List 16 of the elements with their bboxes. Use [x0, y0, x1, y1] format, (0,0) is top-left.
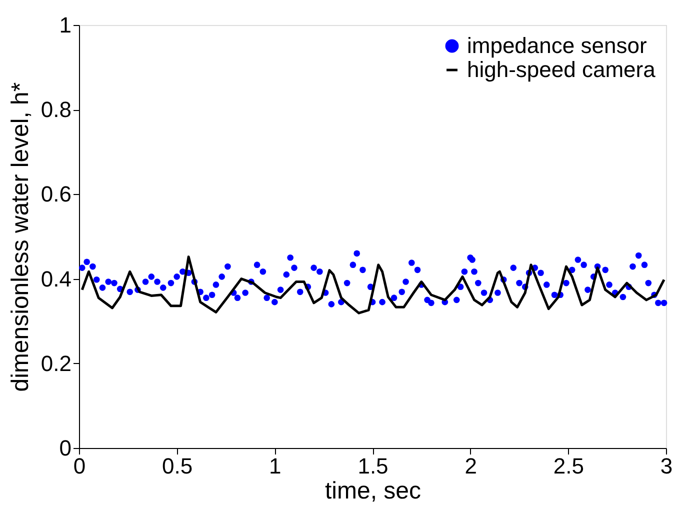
x-tick-label: 1.5: [358, 454, 388, 478]
y-tick-label: 0.4: [40, 266, 72, 292]
x-tick-label: 2: [464, 454, 477, 478]
x-axis-title: time, sec: [324, 478, 422, 504]
y-tick-label: 1: [59, 12, 72, 38]
y-tick-label: 0: [59, 436, 72, 460]
x-tick-label: 0.5: [162, 454, 193, 478]
y-tick-label: 0.6: [40, 182, 72, 207]
y-axis-title: dimensionless water level, h*: [6, 82, 34, 392]
y-tick-label: 0.8: [40, 97, 72, 122]
x-tick-label: 2.5: [553, 454, 584, 478]
legend-label: impedance sensor: [467, 33, 647, 58]
legend-label: high-speed camera: [467, 57, 656, 82]
y-tick-label: 0.2: [40, 350, 72, 376]
x-tick-label: 3: [660, 454, 673, 478]
x-tick-label: 1: [269, 454, 282, 478]
